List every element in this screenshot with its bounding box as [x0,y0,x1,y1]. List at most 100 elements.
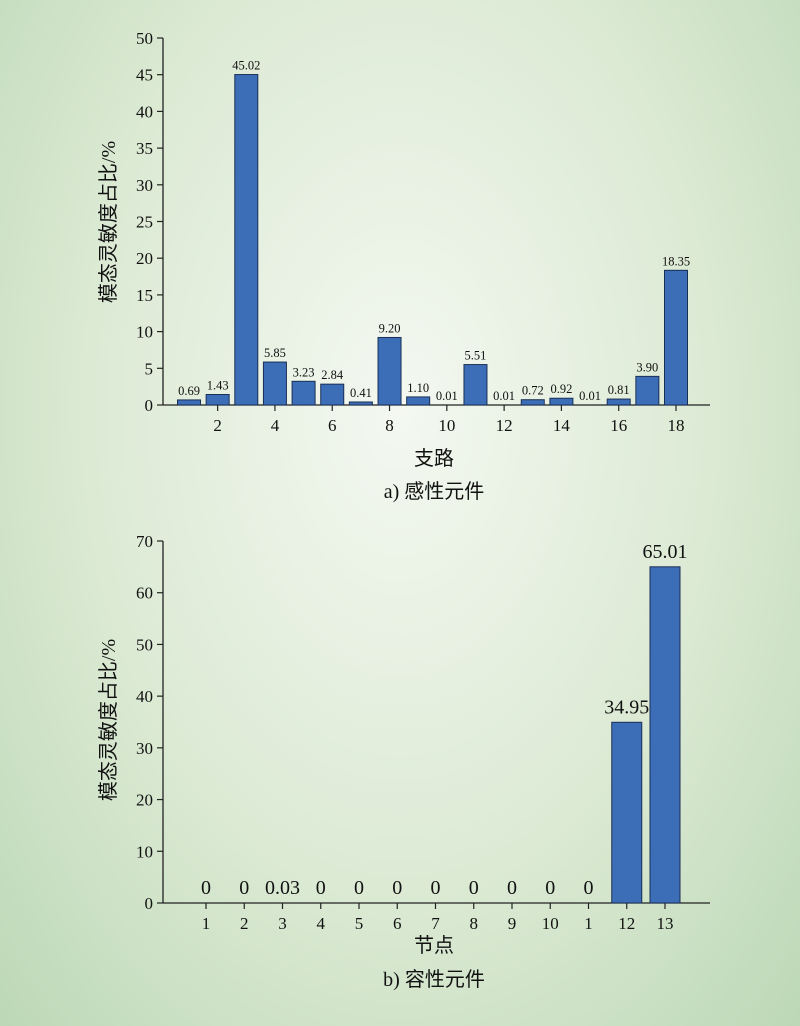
b-data-label: 0 [316,877,326,899]
a-data-label: 2.84 [321,368,344,382]
b-y-tick-label: 50 [136,635,153,654]
a-bar [406,396,431,406]
a-bar [262,361,287,406]
a-data-label: 0.92 [550,382,572,396]
a-y-tick-label: 0 [145,396,154,415]
a-x-tick-label: 14 [553,416,571,435]
a-x-tick-label: 12 [496,416,513,435]
a-data-label: 5.85 [264,346,286,360]
b-x-tick-label: 10 [542,914,559,933]
a-x-tick-label: 8 [385,416,394,435]
b-data-label: 0 [545,877,555,899]
a-data-label: 5.51 [465,349,487,363]
a-bar [520,399,545,406]
b-bar [649,566,681,904]
a-x-tick-label: 16 [610,416,627,435]
a-y-tick-label: 10 [136,323,153,342]
a-x-tick-label: 18 [668,416,685,435]
a-y-tick-label: 5 [145,359,154,378]
b-data-label: 0.03 [265,877,300,899]
chart-a-inductive: 0 5 10 15 20 25 30 35 40 45 50 2 4 6 8 10 12 14 16 18 0.69 1… [97,29,710,503]
b-x-tick-label: 8 [470,914,479,933]
b-y-tick-label: 60 [136,584,153,603]
a-x-tick-label: 2 [213,416,222,435]
a-y-tick-label: 35 [136,139,153,158]
b-x-tick-label: 5 [355,914,364,933]
b-data-label: 0 [354,877,364,899]
a-bar [635,375,660,406]
chart-a-axes: 0 5 10 15 20 25 30 35 40 45 50 2 4 6 8 10 12 14 16 18 [136,29,710,435]
a-bar [664,269,688,406]
b-x-tick-label: 2 [240,914,249,933]
a-bar [549,397,574,406]
b-x-tick-label: 7 [431,914,440,933]
b-x-tick-label: 13 [657,914,674,933]
b-x-tick-label: 12 [618,914,635,933]
b-data-label: 0 [239,877,249,899]
a-bar [348,401,373,406]
chart-a-xlabel: 支路 [414,447,454,470]
b-y-tick-label: 10 [136,842,153,861]
b-y-tick-label: 30 [136,739,153,758]
a-data-label: 9.20 [379,321,401,335]
a-x-tick-label: 4 [271,416,280,435]
chart-b-bars [611,566,681,904]
chart-a-data-labels: 0.69 1.43 45.02 5.85 3.23 2.84 0.41 9.20 1.10 0.0… [178,59,690,403]
b-x-tick-label: 9 [508,914,517,933]
chart-a-ylabel: 模态灵敏度占比/% [97,141,120,303]
a-data-label: 0.69 [178,384,200,398]
a-data-label: 0.01 [436,389,458,403]
b-data-label: 0 [431,877,441,899]
a-y-tick-label: 50 [136,29,153,48]
a-data-label: 0.01 [579,389,601,403]
a-data-label: 0.81 [608,383,630,397]
a-x-tick-label: 6 [328,416,337,435]
b-y-tick-label: 40 [136,687,153,706]
b-data-label: 0 [469,877,479,899]
b-data-label: 0 [392,877,402,899]
b-y-tick-label: 70 [136,532,153,551]
b-x-tick-label: 3 [278,914,287,933]
a-y-tick-label: 25 [136,213,153,232]
b-data-label: 65.01 [643,541,688,563]
a-bar [205,394,230,406]
a-bar [234,74,259,406]
a-data-label: 0.41 [350,386,372,400]
b-y-tick-label: 0 [145,894,154,913]
a-x-tick-label: 10 [438,416,455,435]
a-data-label: 0.72 [522,384,544,398]
chart-b-caption: b) 容性元件 [383,968,485,991]
a-data-label: 0.01 [493,389,515,403]
a-y-tick-label: 30 [136,176,153,195]
a-bar [377,336,402,406]
chart-a-bars [177,74,688,406]
a-bar [606,398,631,406]
b-x-tick-label: 4 [317,914,326,933]
a-data-label: 1.43 [207,379,229,393]
a-y-tick-label: 40 [136,102,153,121]
chart-a-caption: a) 感性元件 [384,480,485,503]
a-bar [177,399,201,406]
a-y-tick-label: 20 [136,249,153,268]
a-data-label: 1.10 [407,381,429,395]
a-y-tick-label: 15 [136,286,153,305]
b-data-label: 34.95 [604,696,649,718]
b-bar [611,721,643,904]
a-data-label: 3.90 [636,360,658,374]
a-data-label: 45.02 [232,59,260,73]
a-y-tick-label: 45 [136,66,153,85]
chart-b-data-labels: 0 0 0.03 0 0 0 0 0 0 0 0 34.95 65.01 [201,541,688,899]
b-data-label: 0 [507,877,517,899]
b-data-label: 0 [201,877,211,899]
a-bar [291,380,316,406]
b-x-tick-label: 6 [393,914,402,933]
a-bar [320,383,345,406]
b-x-tick-label: 1 [202,914,211,933]
chart-b-xlabel: 节点 [414,934,454,957]
b-x-tick-label: 1 [584,914,593,933]
chart-b-ylabel: 模态灵敏度占比/% [97,639,120,801]
b-y-tick-label: 20 [136,791,153,810]
